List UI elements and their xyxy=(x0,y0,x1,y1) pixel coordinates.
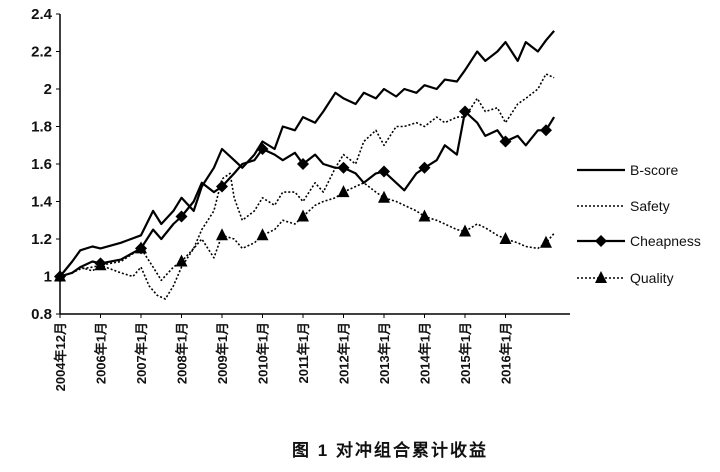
legend-label: Safety xyxy=(630,198,670,214)
x-tick-label: 2014年1月 xyxy=(418,322,433,384)
x-tick-label: 2015年1月 xyxy=(458,322,473,384)
triangle-marker xyxy=(499,232,512,244)
y-tick-label: 2.4 xyxy=(31,6,53,23)
series-line-b-score xyxy=(59,30,555,278)
legend-triangle-marker xyxy=(595,271,607,283)
x-tick-label: 2004年12月 xyxy=(53,322,68,391)
diamond-marker xyxy=(175,210,188,223)
legend: B-score Safety Cheapness Quality xyxy=(577,162,701,286)
legend-label: B-score xyxy=(630,162,678,178)
x-tick-label: 2010年1月 xyxy=(256,322,271,384)
x-tick-label: 2016年1月 xyxy=(499,322,514,384)
x-tick-label: 2013年1月 xyxy=(377,322,392,384)
y-tick-label: 2 xyxy=(44,81,52,98)
legend-label: Cheapness xyxy=(630,233,701,249)
y-tick-label: 1.4 xyxy=(31,194,53,211)
diamond-marker xyxy=(540,124,552,137)
y-tick-label: 1.2 xyxy=(31,231,52,248)
triangle-marker xyxy=(216,228,228,241)
diamond-marker xyxy=(499,135,512,148)
triangle-marker xyxy=(256,228,269,241)
figure-caption: 图 1 对冲组合累计收益 xyxy=(292,440,488,460)
y-tick-label: 0.8 xyxy=(31,306,52,323)
axes: 0.8 1 1.2 1.4 1.6 1.8 2 2.2 2.4 2004年12月 2006年1月 20… xyxy=(31,6,570,391)
triangle-marker xyxy=(135,241,147,254)
x-tick-label: 2012年1月 xyxy=(337,322,352,384)
x-tick-label: 2009年1月 xyxy=(215,322,230,384)
diamond-marker xyxy=(378,165,390,178)
y-tick-label: 1.8 xyxy=(31,119,52,136)
x-tick-label: 2008年1月 xyxy=(175,322,190,384)
triangle-marker xyxy=(297,209,309,222)
diamond-marker xyxy=(216,180,228,193)
series-line-safety xyxy=(59,73,555,300)
triangle-marker xyxy=(540,235,552,248)
diamond-marker xyxy=(297,158,309,170)
triangle-marker xyxy=(459,224,471,237)
series-line-cheapness xyxy=(59,110,556,278)
y-tick-label: 1 xyxy=(44,269,52,286)
legend-label: Quality xyxy=(630,270,674,286)
x-tick-label: 2011年1月 xyxy=(296,322,311,383)
y-tick-label: 2.2 xyxy=(31,44,52,61)
diamond-marker xyxy=(337,161,350,174)
triangle-marker xyxy=(175,254,188,267)
y-tick-label: 1.6 xyxy=(31,156,52,173)
triangle-marker xyxy=(94,258,107,271)
x-tick-label: 2006年1月 xyxy=(94,322,109,384)
x-tick-label: 2007年1月 xyxy=(134,322,149,384)
triangle-marker xyxy=(54,269,66,282)
triangle-marker xyxy=(337,185,350,198)
series-line-quality xyxy=(59,182,555,282)
triangle-marker xyxy=(378,190,390,203)
diamond-marker xyxy=(256,143,269,155)
legend-diamond-marker xyxy=(595,235,607,247)
series-layer xyxy=(54,30,556,300)
diamond-marker xyxy=(459,105,471,118)
diamond-marker xyxy=(418,161,431,174)
triangle-marker xyxy=(418,209,431,222)
